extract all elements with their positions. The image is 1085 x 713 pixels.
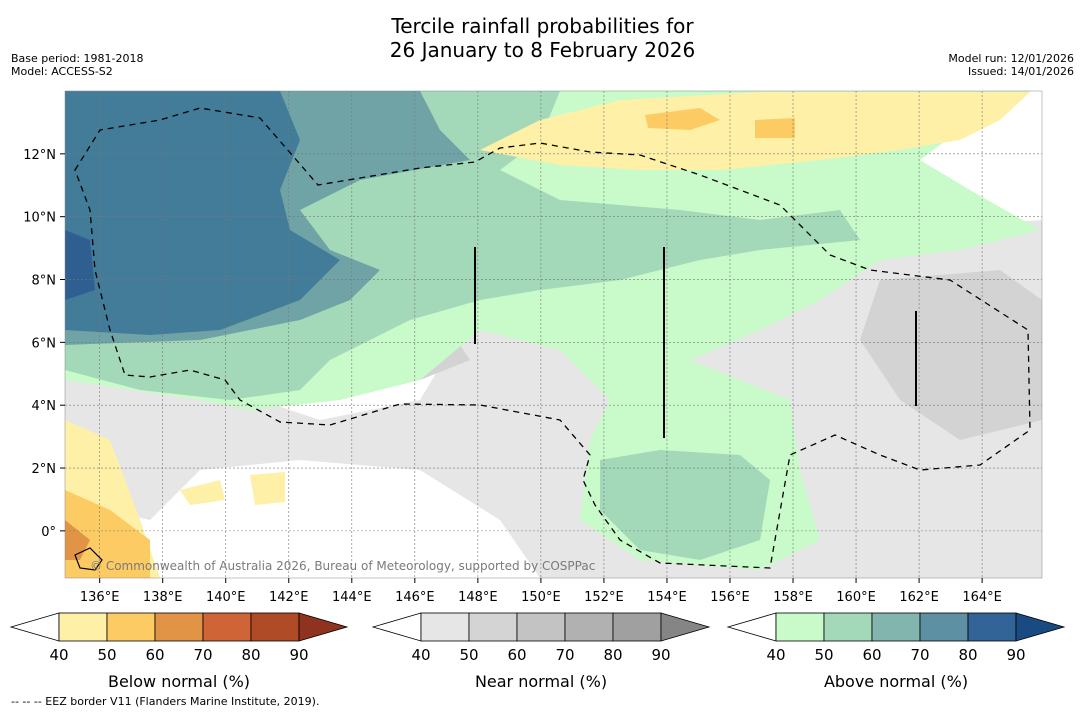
island-outline bbox=[74, 547, 103, 571]
title-line-2: 26 January to 8 February 2026 bbox=[389, 38, 696, 62]
colorbar-tick-label: 50 bbox=[97, 646, 116, 664]
x-tick-label: 152°E bbox=[584, 590, 624, 605]
colorbar-tick-label: 50 bbox=[459, 646, 478, 664]
model-run: Model run: 12/01/2026 bbox=[948, 52, 1074, 65]
colorbar-tick-label: 60 bbox=[145, 646, 164, 664]
colorbar-segment bbox=[967, 612, 1017, 642]
colorbar-1: 40 50 60 70 80 90 Below normal (%) bbox=[9, 612, 349, 691]
above-normal-80-region bbox=[65, 230, 95, 300]
above-normal-50-region-2 bbox=[600, 450, 770, 560]
colorbar-low-extension bbox=[9, 612, 60, 642]
colorbar-segment bbox=[106, 612, 156, 642]
below-normal-40-region-4 bbox=[250, 472, 285, 505]
colorbar-segment bbox=[516, 612, 566, 642]
colorbar-tick-label: 50 bbox=[814, 646, 833, 664]
x-tick-label: 136°E bbox=[80, 590, 120, 605]
below-normal-50-region-2 bbox=[755, 118, 795, 138]
colorbar-3: 40 50 60 70 80 90 Above normal (%) bbox=[726, 612, 1066, 691]
below-normal-40-region-3 bbox=[180, 480, 225, 505]
colorbar-segment bbox=[775, 612, 825, 642]
y-tick-label: 2°N bbox=[32, 462, 57, 477]
colorbar-tick-label: 70 bbox=[910, 646, 929, 664]
colorbar-tick-label: 40 bbox=[766, 646, 785, 664]
y-tick-label: 10°N bbox=[23, 211, 56, 226]
y-axis-ticks: 12°N 10°N 8°N 6°N 4°N 2°N 0° bbox=[23, 148, 65, 540]
colorbar-tick-label: 90 bbox=[651, 646, 670, 664]
colorbar-tick-label: 40 bbox=[49, 646, 68, 664]
eez-border-line bbox=[74, 107, 1031, 569]
above-normal-70-region bbox=[65, 91, 340, 335]
colorbar-tick-label: 70 bbox=[193, 646, 212, 664]
colorbar-segment bbox=[564, 612, 614, 642]
colorbar-segment bbox=[612, 612, 662, 642]
colorbar-tick-label: 80 bbox=[241, 646, 260, 664]
x-tick-label: 148°E bbox=[458, 590, 498, 605]
x-tick-label: 160°E bbox=[836, 590, 876, 605]
colorbar-tick-label: 70 bbox=[555, 646, 574, 664]
grid-lines bbox=[65, 91, 1042, 578]
probability-map: © Commonwealth of Australia 2026, Bureau… bbox=[65, 91, 1042, 578]
y-tick-label: 6°N bbox=[32, 336, 57, 351]
colorbar-2: 40 50 60 70 80 90 Near normal (%) bbox=[371, 612, 711, 691]
colorbar-segment bbox=[823, 612, 873, 642]
colorbar-tick-label: 40 bbox=[411, 646, 430, 664]
colorbar-segment bbox=[202, 612, 252, 642]
colorbar-tick-label: 60 bbox=[862, 646, 881, 664]
chart-title: Tercile rainfall probabilities for 26 Ja… bbox=[0, 14, 1085, 62]
x-tick-label: 158°E bbox=[773, 590, 813, 605]
x-tick-label: 162°E bbox=[899, 590, 939, 605]
y-tick-label: 12°N bbox=[23, 148, 56, 163]
colorbar-segment bbox=[154, 612, 204, 642]
base-period: Base period: 1981-2018 bbox=[11, 52, 144, 65]
x-tick-label: 146°E bbox=[395, 590, 435, 605]
x-tick-label: 138°E bbox=[143, 590, 183, 605]
colorbar-tick-label: 80 bbox=[603, 646, 622, 664]
footnote: -- -- -- EEZ border V11 (Flanders Marine… bbox=[11, 695, 320, 708]
x-tick-label: 142°E bbox=[269, 590, 309, 605]
below-normal-50-region-3 bbox=[65, 490, 150, 578]
colorbar-low-extension bbox=[371, 612, 422, 642]
y-tick-label: 8°N bbox=[32, 274, 57, 289]
colorbar-title: Below normal (%) bbox=[108, 672, 250, 691]
x-axis-ticks: 136°E 138°E 140°E 142°E 144°E 146°E 148°E 150°E… bbox=[80, 578, 1002, 605]
x-tick-label: 150°E bbox=[521, 590, 561, 605]
colorbar-tick-label: 60 bbox=[507, 646, 526, 664]
colorbar-segment bbox=[250, 612, 300, 642]
colorbar-segment bbox=[420, 612, 470, 642]
colorbar-title: Above normal (%) bbox=[824, 672, 968, 691]
colorbars: 40 50 60 70 80 90 Below normal (%) 40 50 60 70 80 90… bbox=[9, 612, 1066, 691]
near-normal-50-region bbox=[860, 270, 1042, 440]
credit-text: © Commonwealth of Australia 2026, Bureau… bbox=[90, 559, 595, 573]
y-tick-label: 0° bbox=[41, 525, 56, 540]
x-tick-label: 154°E bbox=[647, 590, 687, 605]
colorbar-high-extension bbox=[1015, 612, 1066, 642]
title-line-1: Tercile rainfall probabilities for bbox=[391, 14, 694, 38]
map-frame bbox=[64, 90, 1043, 579]
colorbar-title: Near normal (%) bbox=[475, 672, 607, 691]
x-tick-label: 140°E bbox=[206, 590, 246, 605]
colorbar-low-extension bbox=[726, 612, 777, 642]
below-normal-50-region bbox=[645, 108, 720, 130]
colorbar-segment bbox=[468, 612, 518, 642]
meta-left: Base period: 1981-2018 Model: ACCESS-S2 bbox=[11, 52, 143, 78]
below-normal-60-region bbox=[65, 520, 90, 560]
colorbar-tick-label: 90 bbox=[289, 646, 308, 664]
y-tick-label: 4°N bbox=[32, 399, 57, 414]
x-tick-label: 156°E bbox=[710, 590, 750, 605]
x-tick-label: 164°E bbox=[962, 590, 1002, 605]
colorbar-segment bbox=[871, 612, 921, 642]
colorbar-high-extension bbox=[660, 612, 711, 642]
colorbar-tick-label: 80 bbox=[958, 646, 977, 664]
issued-date: Issued: 14/01/2026 bbox=[967, 65, 1074, 78]
x-tick-label: 144°E bbox=[332, 590, 372, 605]
model-name: Model: ACCESS-S2 bbox=[11, 65, 113, 78]
colorbar-high-extension bbox=[298, 612, 349, 642]
meta-right: Model run: 12/01/2026 Issued: 14/01/2026 bbox=[948, 52, 1074, 78]
colorbar-segment bbox=[919, 612, 969, 642]
colorbar-tick-label: 90 bbox=[1006, 646, 1025, 664]
colorbar-segment bbox=[58, 612, 108, 642]
